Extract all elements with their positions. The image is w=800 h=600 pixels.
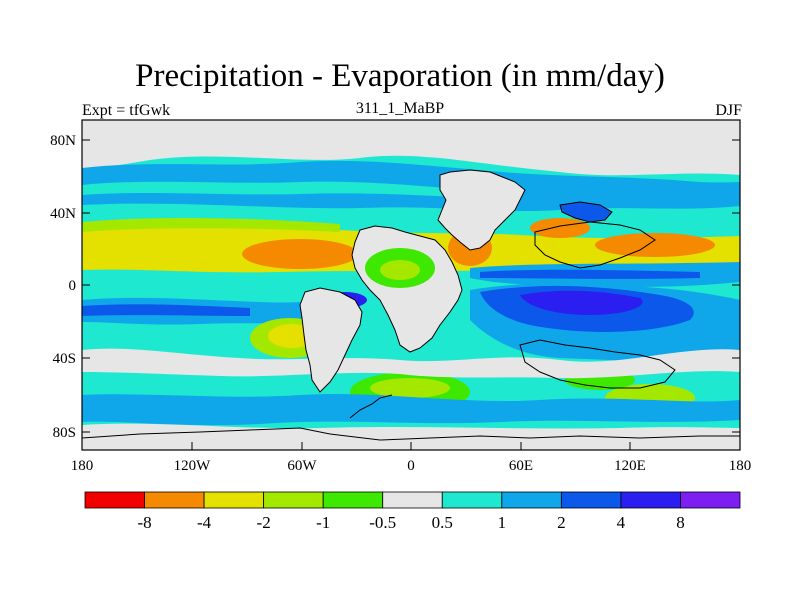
experiment-label: Expt = tfGwk — [82, 102, 171, 119]
x-tick-label: 0 — [407, 458, 415, 474]
season-label: DJF — [715, 102, 742, 119]
continent-north-asia — [559, 201, 613, 223]
colorbar-swatch — [322, 491, 384, 509]
colorbar-label: 1 — [498, 513, 507, 532]
x-axis: 180 120W 60W 0 60E 120E 180 — [71, 442, 752, 474]
map-title: Precipitation - Evaporation (in mm/day) — [135, 58, 665, 94]
map-field — [82, 120, 740, 450]
colorbar-label: 0.5 — [432, 513, 453, 532]
field-lightgreen-south-atlantic — [370, 378, 450, 398]
colorbar-label: 4 — [617, 513, 626, 532]
time-label: 311_1_MaBP — [355, 100, 445, 117]
field-darkblue-south-east — [520, 290, 643, 315]
continent-australia — [519, 339, 676, 389]
x-tick-label: 60E — [509, 458, 533, 474]
colorbar-label: 2 — [557, 513, 566, 532]
y-tick-label: 0 — [69, 278, 77, 294]
field-blue-itcz-east — [480, 269, 700, 279]
field-grey-south-mid — [82, 348, 740, 379]
colorbar-swatch — [263, 491, 324, 509]
colorbar-swatch — [382, 491, 443, 509]
coast-antarctica — [82, 427, 740, 441]
x-tick-label: 120W — [174, 458, 212, 474]
continent-europe — [437, 169, 526, 251]
field-orange-asia — [530, 218, 590, 238]
x-tick-label: 180 — [71, 458, 94, 474]
field-lightgreen-africa — [380, 260, 420, 280]
colorbar-label: -4 — [197, 513, 212, 532]
colorbar-swatch — [203, 491, 265, 509]
colorbar-label: 8 — [676, 513, 685, 532]
x-tick-label: 60W — [287, 458, 317, 474]
colorbar-label: -0.5 — [369, 513, 396, 532]
colorbar-swatch — [620, 491, 681, 509]
y-tick-label: 80S — [53, 425, 76, 441]
colorbar-swatch — [680, 491, 741, 509]
y-tick-label: 40S — [53, 351, 76, 367]
continent-south-america — [299, 287, 363, 393]
y-tick-label: 40N — [50, 206, 76, 222]
field-lightblue-south-track — [82, 393, 740, 426]
colorbar-swatch — [501, 491, 562, 509]
coast-fragment-south — [349, 394, 393, 419]
colorbar-label: -8 — [137, 513, 151, 532]
continent-asia — [534, 221, 656, 269]
colorbar: -8 -4 -2 -1 -0.5 0.5 1 2 4 8 — [84, 491, 741, 532]
colorbar-swatch — [560, 491, 622, 509]
field-cyan-north-band — [82, 181, 470, 198]
y-axis: 80N 40N 0 40S 80S — [50, 133, 740, 441]
x-tick-label: 180 — [729, 458, 752, 474]
field-blue-south-west — [82, 304, 250, 316]
field-grey-north — [82, 120, 740, 176]
y-tick-label: 80N — [50, 133, 76, 149]
field-orange-atlantic-north — [242, 239, 358, 269]
x-tick-label: 120E — [614, 458, 646, 474]
colorbar-swatch — [84, 491, 145, 509]
field-orange-pacific-north — [595, 233, 715, 257]
colorbar-swatch — [144, 491, 205, 509]
colorbar-label: -1 — [316, 513, 330, 532]
colorbar-swatch — [441, 491, 503, 509]
field-lightgreen-north — [82, 217, 340, 232]
colorbar-label: -2 — [257, 513, 271, 532]
